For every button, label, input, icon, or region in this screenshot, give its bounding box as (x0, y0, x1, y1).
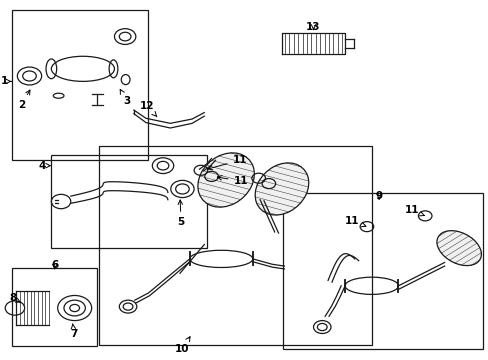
Bar (51, 155, 206, 248)
Ellipse shape (436, 231, 480, 266)
Ellipse shape (255, 163, 308, 215)
Text: 11: 11 (404, 206, 424, 216)
Text: 1: 1 (1, 76, 11, 86)
Text: 13: 13 (305, 22, 320, 32)
Text: 11: 11 (217, 176, 247, 186)
Text: 5: 5 (177, 200, 184, 227)
Text: 12: 12 (140, 102, 157, 116)
Text: 3: 3 (120, 89, 130, 106)
Text: 4: 4 (39, 161, 50, 171)
Bar (12, 10, 148, 160)
Text: 11: 11 (345, 216, 365, 227)
Text: 2: 2 (18, 90, 30, 110)
Bar (12, 268, 97, 346)
Text: 8: 8 (9, 293, 20, 303)
Text: 10: 10 (175, 337, 190, 354)
Bar (99, 146, 371, 345)
Text: 9: 9 (375, 191, 382, 201)
Ellipse shape (198, 153, 254, 207)
Text: 7: 7 (70, 324, 78, 339)
Text: 11: 11 (207, 155, 246, 170)
Text: 6: 6 (51, 260, 58, 270)
Bar (283, 193, 483, 348)
